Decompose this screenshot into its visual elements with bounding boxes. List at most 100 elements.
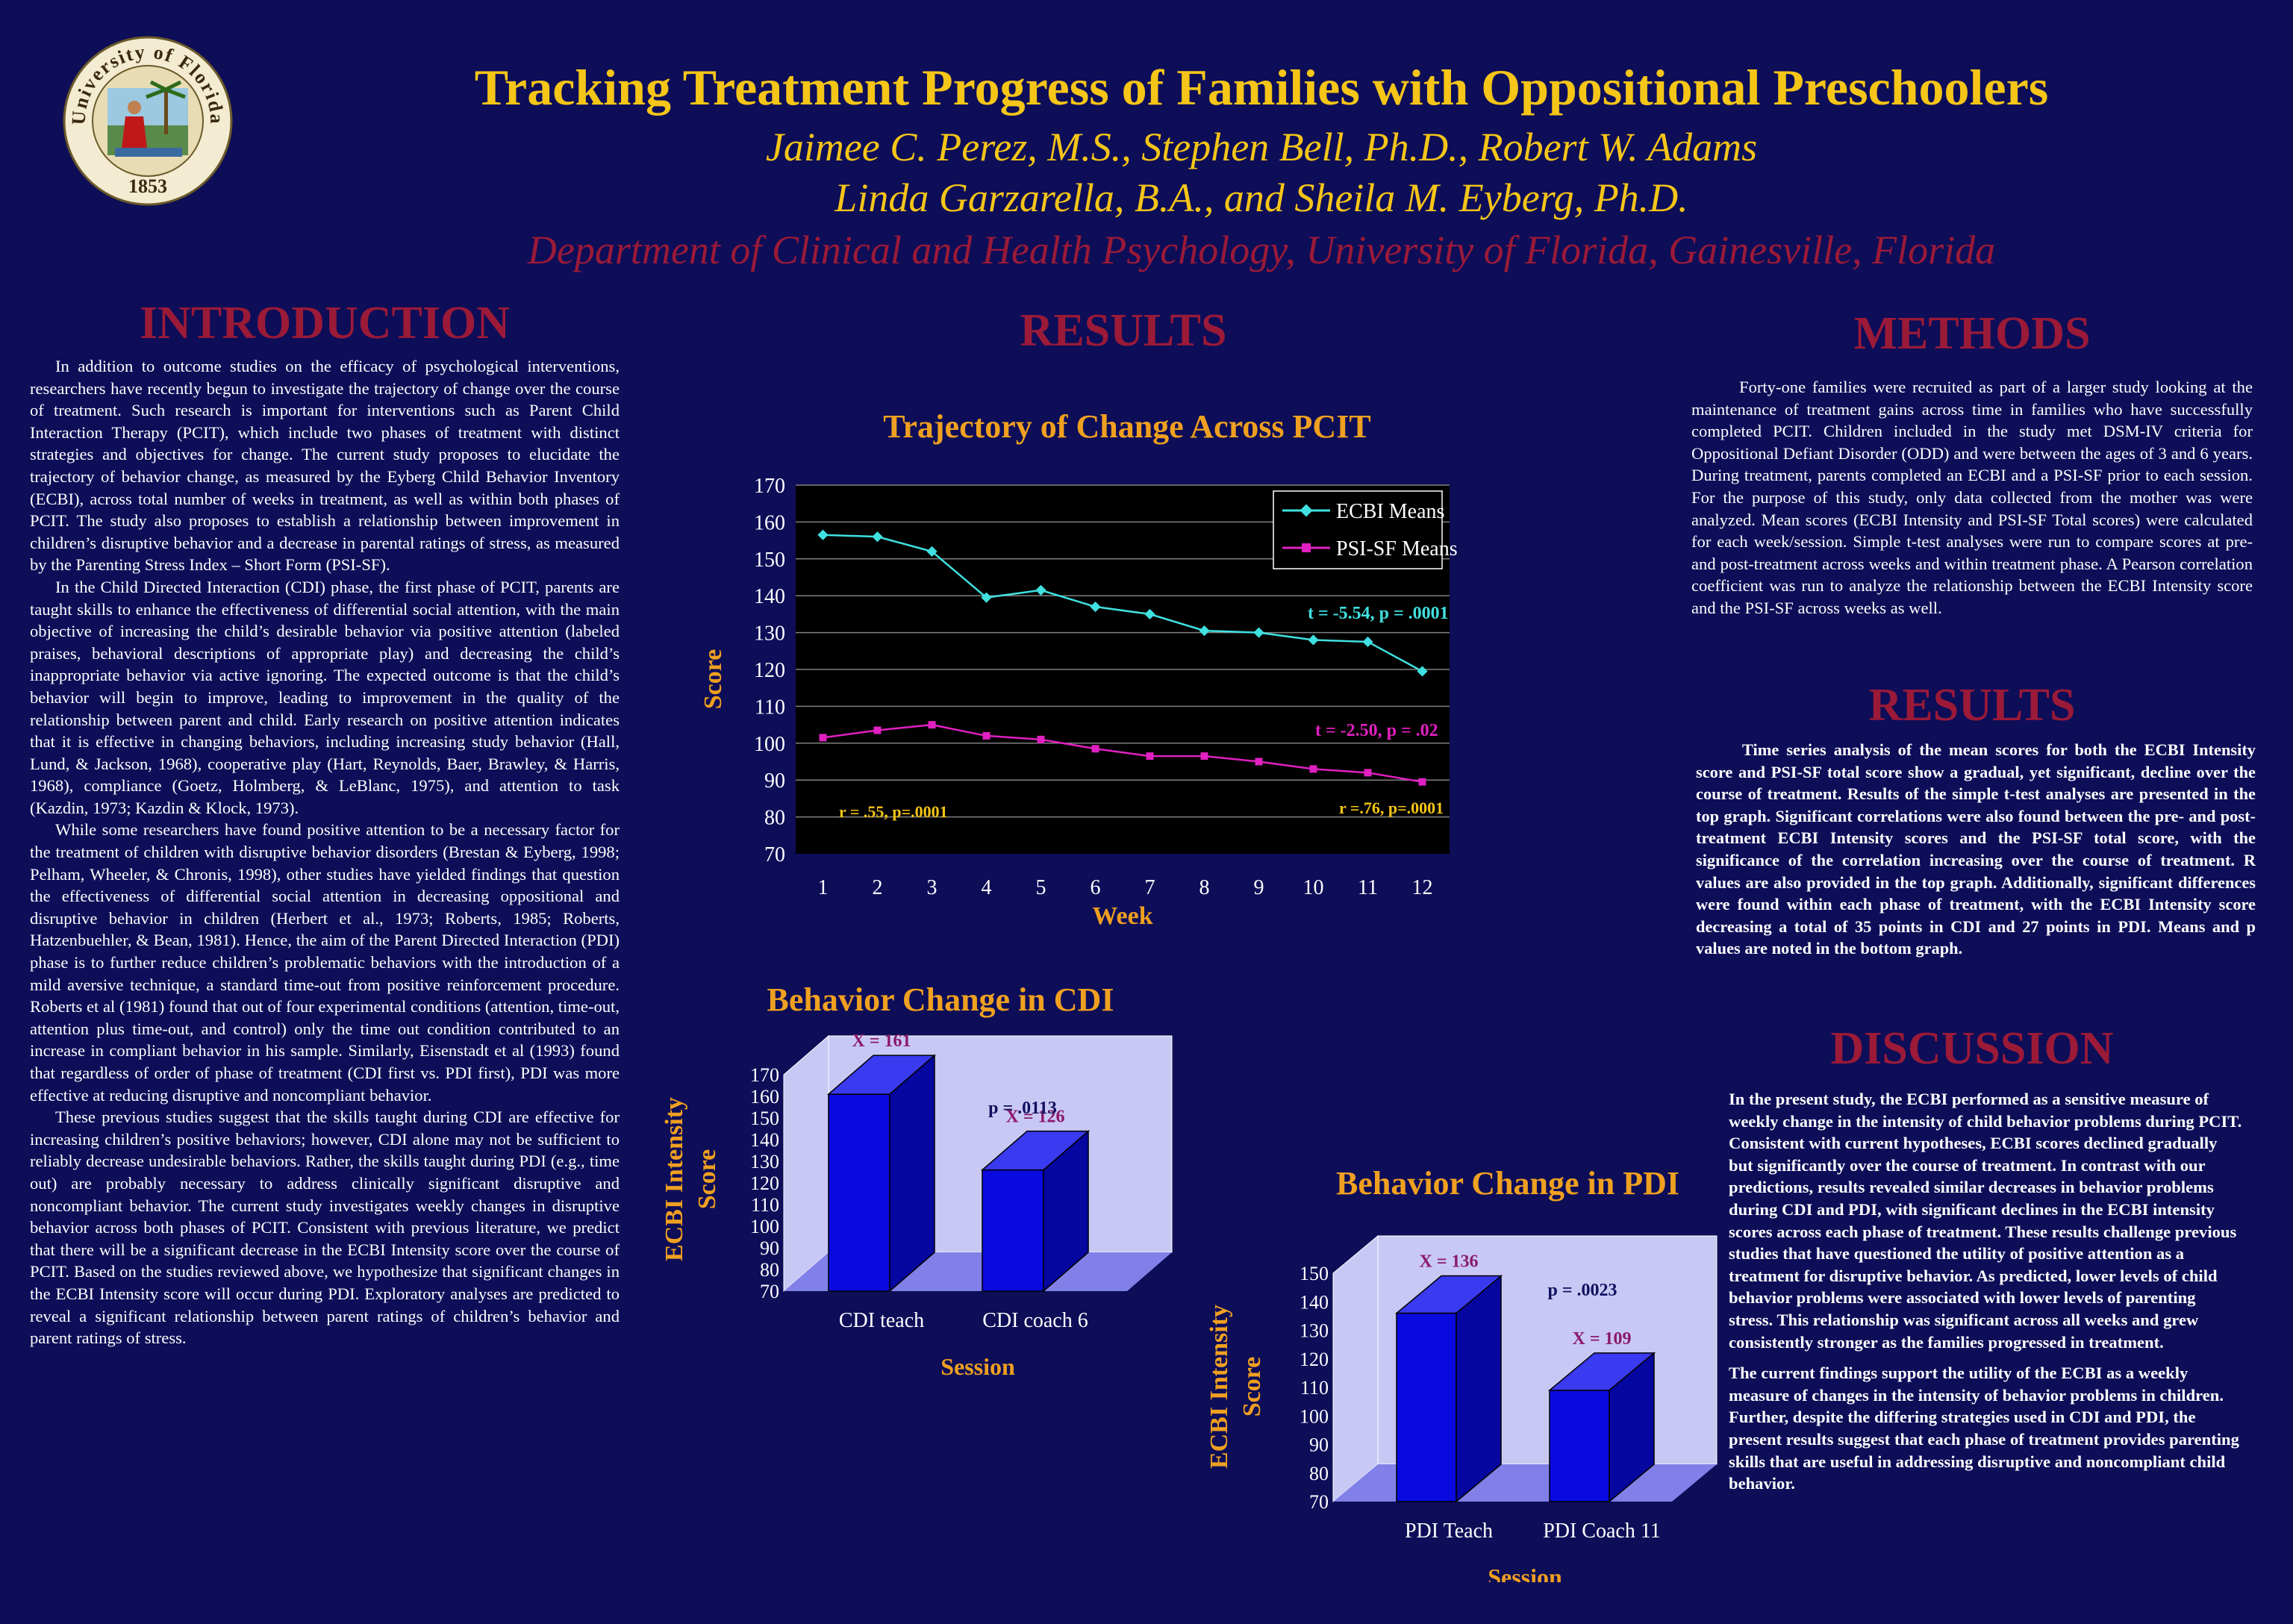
x-tick-label: 5 [1036, 876, 1046, 899]
category-label: PDI Coach 11 [1543, 1520, 1661, 1543]
y-tick-label: 140 [754, 585, 785, 608]
ecbi-data-point [1253, 627, 1264, 638]
y-tick-label: 110 [1300, 1377, 1329, 1399]
category-label: CDI coach 6 [982, 1309, 1088, 1332]
ecbi-data-point [1035, 584, 1046, 596]
psi-data-point [982, 731, 990, 740]
y-tick-label: 120 [754, 659, 785, 682]
results-heading-right: RESULTS [1868, 680, 2076, 731]
psi-data-point [873, 726, 882, 734]
legend-ecbi-label: ECBI Means [1336, 500, 1444, 523]
x-tick-label: 9 [1254, 876, 1264, 899]
y-tick-label: 110 [755, 696, 785, 719]
x-tick-label: 11 [1358, 876, 1378, 899]
x-tick-label: 12 [1412, 876, 1433, 899]
ecbi-data-point [1417, 666, 1428, 677]
y-tick-label: 90 [764, 769, 785, 793]
y-tick-label: 70 [1309, 1491, 1329, 1513]
psi-data-point [1037, 735, 1045, 743]
chart-side-wall [783, 1034, 829, 1293]
psi-series-line [823, 723, 1423, 783]
ecbi-data-point [1362, 636, 1373, 648]
y-tick-label: 90 [1309, 1434, 1329, 1456]
psi-data-point [1091, 745, 1099, 753]
bar-value-label: X = 161 [852, 1031, 911, 1051]
ecbi-data-point [1308, 634, 1319, 646]
y-tick-label: 80 [1309, 1463, 1329, 1484]
methods-paragraph: Forty-one families were recruited as par… [1691, 378, 2253, 617]
r-post-annotation: r =.76, p=.0001 [1339, 799, 1444, 817]
psi-t-test-annotation: t = -2.50, p = .02 [1315, 721, 1438, 740]
ecbi-series-line [823, 534, 1423, 672]
authors-line-2: Linda Garzarella, B.A., and Sheila M. Ey… [834, 175, 1688, 220]
results-heading-center: RESULTS [1020, 305, 1227, 356]
results-paragraph: Time series analysis of the mean scores … [1696, 740, 2256, 958]
y-tick-label: 120 [750, 1172, 779, 1194]
cdi-chart-title: Behavior Change in CDI [767, 981, 1114, 1018]
y-tick-label: 80 [764, 807, 785, 830]
psi-data-point [1200, 752, 1208, 761]
p-value-annotation: p = .0113 [988, 1099, 1057, 1118]
university-seal-icon: University of Florida 1853 [63, 36, 233, 206]
psi-data-point [819, 734, 827, 742]
bar [1394, 1274, 1503, 1503]
y-tick-label: 150 [1300, 1263, 1329, 1284]
x-tick-label: 3 [927, 876, 938, 899]
x-tick-label: 8 [1199, 876, 1210, 899]
discussion-paragraph: The current findings support the utility… [1729, 1364, 2239, 1493]
x-tick-label: 1 [818, 876, 829, 899]
category-label: PDI Teach [1405, 1520, 1493, 1543]
y-tick-label: 140 [750, 1129, 779, 1151]
y-tick-label: 70 [760, 1281, 779, 1302]
psi-data-point [1418, 778, 1426, 786]
psi-data-point [1255, 758, 1263, 766]
y-tick-label: 150 [750, 1108, 779, 1129]
intro-paragraph: These previous studies suggest that the … [30, 1108, 620, 1348]
ecbi-data-point [817, 529, 829, 540]
authors-line-1: Jaimee C. Perez, M.S., Stephen Bell, Ph.… [765, 125, 1758, 169]
ecbi-data-point [1090, 601, 1101, 613]
intro-paragraph: In the Child Directed Interaction (CDI) … [30, 577, 620, 817]
ecbi-data-point [1199, 625, 1210, 637]
chart-floor [1333, 1464, 1717, 1502]
bar-value-label: X = 126 [1005, 1108, 1064, 1127]
y-tick-label: 100 [754, 733, 785, 756]
y-tick-label: 160 [754, 511, 785, 534]
y-tick-label: 100 [750, 1216, 779, 1237]
y-tick-label: 140 [1300, 1291, 1329, 1313]
psi-data-point [1146, 752, 1154, 761]
x-tick-label: 10 [1303, 876, 1324, 899]
line-chart-title: Trajectory of Change Across PCIT [883, 408, 1371, 445]
y-tick-label: 90 [760, 1237, 779, 1259]
methods-text: Forty-one families were recruited as par… [1691, 376, 2253, 619]
ecbi-data-point [981, 592, 992, 603]
y-tick-label: 80 [760, 1259, 779, 1281]
y-tick-label: 130 [754, 622, 785, 646]
x-tick-label: 7 [1145, 876, 1155, 899]
y-axis-label: Score [1238, 1357, 1266, 1417]
department-affiliation: Department of Clinical and Health Psycho… [527, 228, 1996, 272]
x-axis-label: Session [940, 1353, 1015, 1380]
y-tick-label: 70 [764, 843, 785, 866]
discussion-heading: DISCUSSION [1830, 1023, 2114, 1074]
y-axis-label: ECBI Intensity [1205, 1305, 1233, 1469]
seal-year: 1853 [128, 175, 167, 197]
y-axis-label: Score [699, 649, 727, 710]
y-tick-label: 150 [754, 549, 785, 572]
methods-heading: METHODS [1853, 308, 2091, 359]
pdi-bar-chart: 70 80 90 100 110 120 130 140 150 X = 136 PDI Teach… [1205, 1234, 1718, 1582]
ecbi-data-point [1144, 608, 1155, 619]
r-pre-annotation: r = .55, p=.0001 [839, 802, 948, 821]
intro-paragraph: While some researchers have found positi… [30, 820, 620, 1105]
x-tick-label: 6 [1091, 876, 1101, 899]
y-tick-label: 100 [1300, 1405, 1329, 1427]
y-tick-label: 120 [1300, 1349, 1329, 1370]
bar-value-label: X = 136 [1419, 1252, 1478, 1272]
x-axis-label: Week [1092, 902, 1152, 930]
x-axis-label: Session [1488, 1564, 1562, 1582]
y-tick-label: 170 [754, 475, 785, 498]
y-tick-label: 170 [750, 1064, 779, 1086]
ecbi-t-test-annotation: t = -5.54, p = .0001 [1308, 604, 1449, 623]
psi-data-point [1364, 769, 1372, 777]
